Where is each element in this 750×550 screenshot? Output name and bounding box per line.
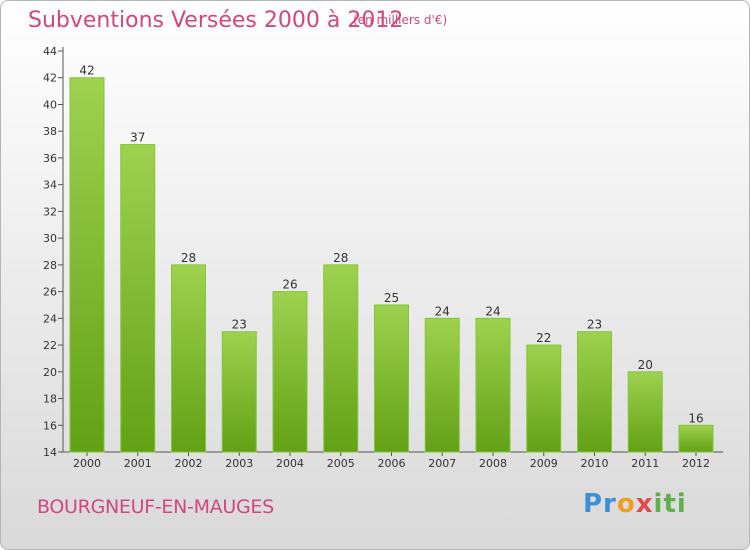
x-tick-label: 2011 [631, 457, 659, 470]
bar-value-label: 24 [485, 304, 500, 318]
y-tick-label: 16 [43, 419, 57, 432]
bar-value-label: 42 [79, 64, 94, 78]
bar [424, 317, 460, 453]
x-tick-label: 2003 [225, 457, 253, 470]
chart-title: Subventions Versées 2000 à 2012 [28, 8, 404, 33]
x-tick-label: 2004 [276, 457, 304, 470]
y-tick-label: 22 [43, 339, 57, 352]
bar-value-label: 20 [638, 358, 653, 372]
y-tick-label: 14 [43, 446, 57, 459]
logo-part-2: o [616, 489, 636, 519]
x-tick-label: 2006 [378, 457, 406, 470]
logo-part-4: iti [653, 489, 687, 519]
bar-value-label: 23 [587, 318, 602, 332]
bar-value-label: 28 [181, 251, 196, 265]
chart-bars [69, 77, 714, 453]
bar [374, 304, 409, 453]
x-tick-label: 2012 [682, 457, 710, 470]
y-tick-label: 30 [43, 232, 57, 245]
y-tick-label: 32 [43, 205, 57, 218]
bar [627, 371, 663, 453]
bar [272, 291, 308, 453]
place-name: BOURGNEUF-EN-MAUGES [37, 496, 274, 518]
logo-part-1: Pr [583, 489, 617, 519]
y-tick-label: 44 [43, 45, 57, 58]
bar-value-label: 25 [384, 291, 399, 305]
bar [577, 331, 612, 453]
x-tick-label: 2005 [327, 457, 355, 470]
y-tick-label: 40 [43, 98, 57, 111]
x-tick-label: 2001 [124, 457, 152, 470]
bar-value-label: 28 [333, 251, 348, 265]
chart-unit: (en milliers d'€) [353, 13, 448, 27]
x-tick-label: 2000 [73, 457, 101, 470]
bar [475, 317, 511, 453]
x-tick-label: 2010 [581, 457, 609, 470]
y-tick-label: 36 [43, 152, 57, 165]
bar-value-label: 26 [282, 278, 297, 292]
bar [69, 77, 105, 453]
x-tick-label: 2007 [428, 457, 456, 470]
y-tick-label: 20 [43, 366, 57, 379]
y-tick-label: 18 [43, 393, 57, 406]
proxiti-logo[interactable]: Proxiti [583, 489, 687, 519]
bar-value-label: 16 [688, 411, 703, 425]
bar-value-label: 37 [130, 131, 145, 145]
chart-labels: 14 16 18 20 22 24 26 28 30 32 34 36 38 40 42 44 42 2000 37… [43, 45, 710, 470]
y-tick-label: 38 [43, 125, 57, 138]
bar-value-label: 22 [536, 331, 551, 345]
bar [221, 331, 257, 453]
bar [526, 344, 562, 453]
y-tick-label: 34 [43, 179, 57, 192]
bar-value-label: 23 [232, 318, 247, 332]
bar [171, 264, 206, 453]
x-tick-label: 2008 [479, 457, 507, 470]
y-tick-label: 24 [43, 312, 57, 325]
bar-value-label: 24 [435, 304, 450, 318]
x-tick-label: 2009 [530, 457, 558, 470]
y-tick-label: 28 [43, 259, 57, 272]
x-tick-label: 2002 [175, 457, 203, 470]
bar [678, 424, 714, 453]
bar [323, 264, 359, 453]
bar [120, 144, 156, 453]
y-tick-label: 42 [43, 72, 57, 85]
y-tick-label: 26 [43, 286, 57, 299]
logo-part-3: x [635, 489, 654, 519]
